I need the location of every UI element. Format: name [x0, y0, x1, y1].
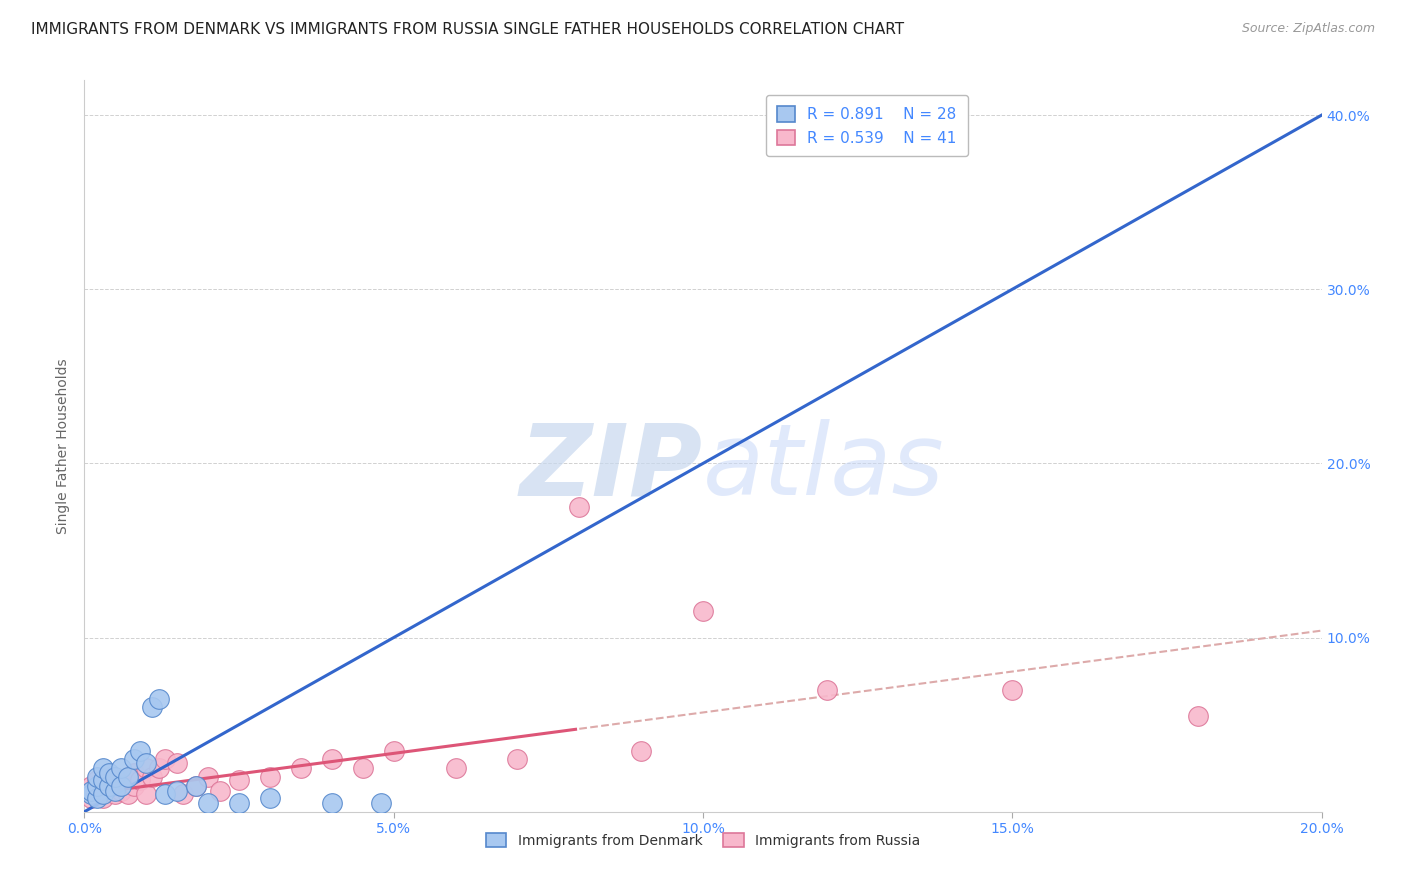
- Point: [135, 756, 157, 770]
- Point: [91, 773, 114, 788]
- Point: [98, 779, 121, 793]
- Point: [79, 790, 101, 805]
- Point: [110, 761, 132, 775]
- Point: [91, 779, 114, 793]
- Point: [815, 682, 838, 697]
- Point: [228, 773, 250, 788]
- Point: [184, 779, 207, 793]
- Point: [79, 787, 101, 801]
- Point: [79, 779, 101, 793]
- Point: [86, 787, 108, 801]
- Point: [86, 779, 108, 793]
- Point: [86, 790, 108, 805]
- Point: [110, 779, 132, 793]
- Point: [153, 752, 176, 766]
- Text: Source: ZipAtlas.com: Source: ZipAtlas.com: [1241, 22, 1375, 36]
- Point: [91, 761, 114, 775]
- Point: [122, 752, 145, 766]
- Point: [110, 773, 132, 788]
- Point: [117, 770, 139, 784]
- Point: [321, 796, 343, 810]
- Point: [86, 770, 108, 784]
- Point: [1187, 709, 1209, 723]
- Point: [98, 766, 121, 780]
- Point: [117, 787, 139, 801]
- Y-axis label: Single Father Households: Single Father Households: [56, 359, 70, 533]
- Point: [352, 761, 374, 775]
- Point: [104, 787, 127, 801]
- Point: [370, 796, 392, 810]
- Point: [141, 700, 163, 714]
- Legend: Immigrants from Denmark, Immigrants from Russia: Immigrants from Denmark, Immigrants from…: [477, 824, 929, 856]
- Point: [129, 744, 152, 758]
- Point: [184, 779, 207, 793]
- Point: [692, 604, 714, 618]
- Point: [79, 784, 101, 798]
- Point: [568, 500, 591, 514]
- Point: [172, 787, 194, 801]
- Point: [259, 770, 281, 784]
- Point: [91, 790, 114, 805]
- Point: [141, 770, 163, 784]
- Point: [153, 787, 176, 801]
- Point: [98, 770, 121, 784]
- Point: [166, 784, 188, 798]
- Point: [290, 761, 312, 775]
- Text: ZIP: ZIP: [520, 419, 703, 516]
- Point: [135, 787, 157, 801]
- Point: [197, 796, 219, 810]
- Point: [259, 790, 281, 805]
- Point: [228, 796, 250, 810]
- Point: [86, 773, 108, 788]
- Point: [148, 691, 170, 706]
- Point: [382, 744, 405, 758]
- Point: [444, 761, 467, 775]
- Point: [122, 766, 145, 780]
- Point: [148, 761, 170, 775]
- Text: atlas: atlas: [703, 419, 945, 516]
- Point: [117, 770, 139, 784]
- Point: [104, 770, 127, 784]
- Point: [135, 761, 157, 775]
- Point: [321, 752, 343, 766]
- Text: IMMIGRANTS FROM DENMARK VS IMMIGRANTS FROM RUSSIA SINGLE FATHER HOUSEHOLDS CORRE: IMMIGRANTS FROM DENMARK VS IMMIGRANTS FR…: [31, 22, 904, 37]
- Point: [110, 784, 132, 798]
- Point: [630, 744, 652, 758]
- Point: [104, 784, 127, 798]
- Point: [91, 787, 114, 801]
- Point: [98, 784, 121, 798]
- Point: [209, 784, 232, 798]
- Point: [506, 752, 529, 766]
- Point: [129, 773, 152, 788]
- Point: [1001, 682, 1024, 697]
- Point: [197, 770, 219, 784]
- Point: [166, 756, 188, 770]
- Point: [104, 779, 127, 793]
- Point: [122, 779, 145, 793]
